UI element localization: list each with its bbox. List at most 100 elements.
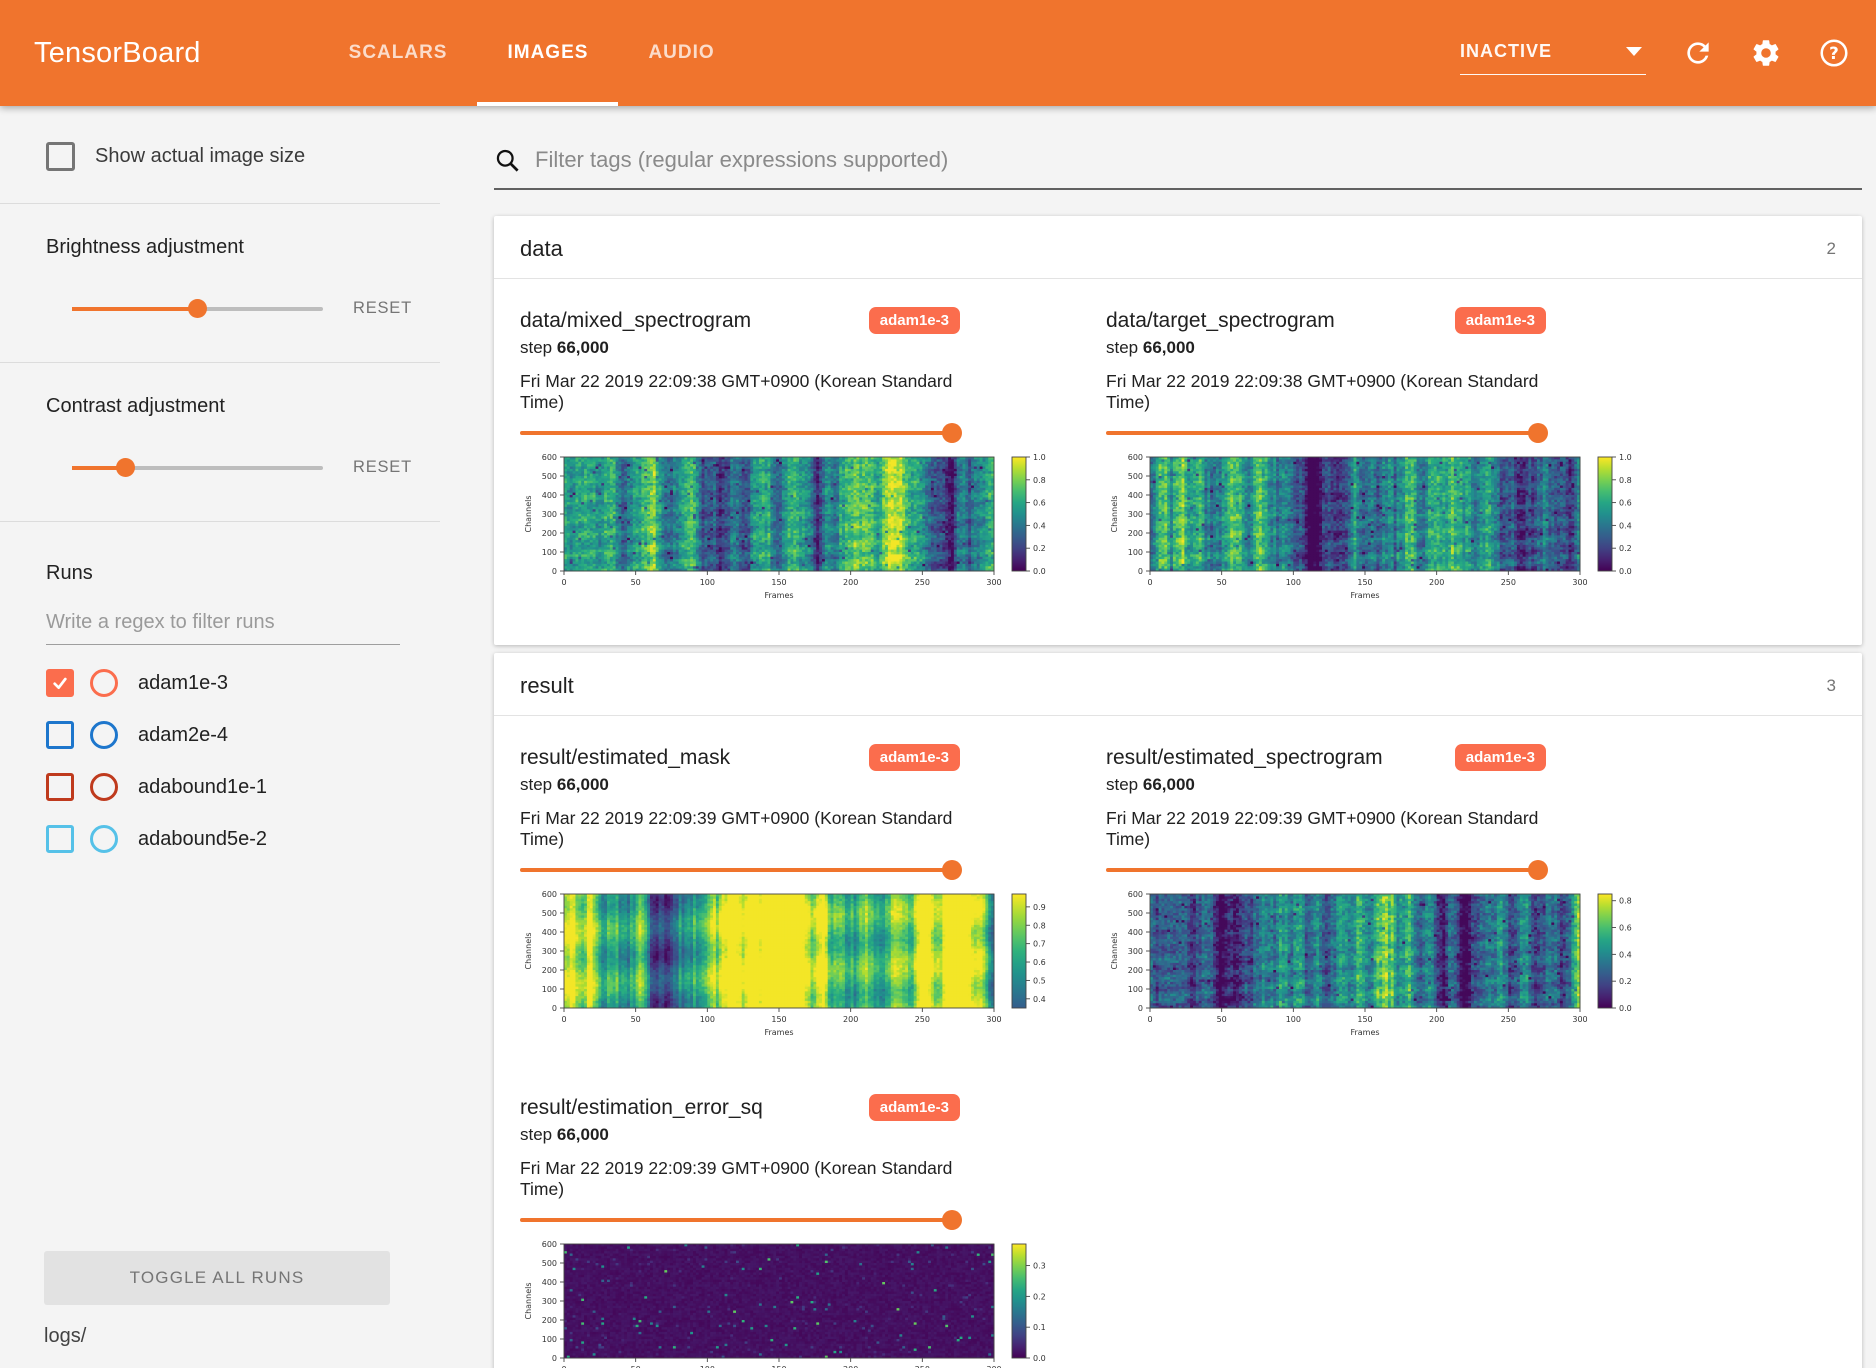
image-card-head: result/estimated_mask adam1e-3 step 66,000… [520, 744, 960, 850]
run-badge: adam1e-3 [1454, 307, 1546, 334]
runs-list: adam1e-3 adam2e-4 adabound1e-1 adabound5e-2 [46, 669, 400, 853]
image-timestamp: Fri Mar 22 2019 22:09:39 GMT+0900 (Korea… [1106, 808, 1539, 849]
step-slider-track [520, 1218, 960, 1222]
run-badge: adam1e-3 [1454, 744, 1546, 771]
step-label: step 66,000 [1106, 338, 1195, 357]
contrast-slider-thumb[interactable] [115, 457, 135, 477]
step-label: step 66,000 [520, 338, 609, 357]
image-card-title: result/estimated_spectrogram [1106, 746, 1383, 769]
run-row-adam1e-3[interactable]: adam1e-3 [46, 669, 400, 697]
image-card-title: data/target_spectrogram [1106, 309, 1335, 332]
brightness-reset-button[interactable]: RESET [352, 299, 412, 317]
image-timestamp: Fri Mar 22 2019 22:09:39 GMT+0900 (Korea… [520, 1158, 953, 1199]
image-card-head: data/mixed_spectrogram adam1e-3 step 66,00… [520, 307, 960, 413]
app-header: TensorBoard SCALARS IMAGES AUDIO INACTIVE … [0, 0, 1876, 106]
image-card-title: result/estimated_mask [520, 746, 731, 769]
run-row-adabound5e-2[interactable]: adabound5e-2 [46, 825, 400, 853]
settings-gear-icon[interactable] [1750, 37, 1782, 69]
status-dropdown[interactable]: INACTIVE [1460, 41, 1646, 75]
step-slider-thumb[interactable] [1528, 860, 1548, 880]
image-timestamp: Fri Mar 22 2019 22:09:39 GMT+0900 (Korea… [520, 808, 953, 849]
spectrogram-image [1106, 451, 1666, 601]
run-color-circle [90, 721, 118, 749]
image-timestamp: Fri Mar 22 2019 22:09:38 GMT+0900 (Korea… [1106, 371, 1539, 412]
run-badge: adam1e-3 [868, 307, 960, 334]
brightness-section: Brightness adjustment RESET [0, 204, 440, 363]
help-icon[interactable]: ? [1818, 37, 1850, 69]
step-slider-track [520, 868, 960, 872]
header-actions: INACTIVE ? [1460, 31, 1850, 75]
step-slider-thumb[interactable] [942, 423, 962, 443]
step-slider-track [1106, 431, 1546, 435]
run-color-circle [90, 825, 118, 853]
run-label: adabound1e-1 [138, 775, 268, 798]
image-card: data/mixed_spectrogram adam1e-3 step 66,00… [520, 307, 1080, 601]
tag-section-header: result 3 [494, 653, 1862, 716]
brightness-slider[interactable] [72, 298, 323, 318]
contrast-label: Contrast adjustment [46, 395, 225, 417]
image-card: result/estimated_spectrogram adam1e-3 step… [1106, 744, 1666, 1038]
tab-audio[interactable]: AUDIO [648, 42, 715, 63]
run-checkbox-adabound1e-1[interactable] [46, 773, 74, 801]
tag-section-count: 2 [1826, 239, 1836, 258]
image-card-title: data/mixed_spectrogram [520, 309, 752, 332]
contrast-reset-button[interactable]: RESET [352, 458, 412, 476]
toggle-all-runs-button[interactable]: TOGGLE ALL RUNS [44, 1251, 390, 1305]
contrast-section: Contrast adjustment RESET [0, 363, 440, 522]
run-row-adabound1e-1[interactable]: adabound1e-1 [46, 773, 400, 801]
brightness-slider-thumb[interactable] [188, 298, 208, 318]
tag-section-count: 3 [1826, 676, 1836, 695]
step-slider-thumb[interactable] [942, 860, 962, 880]
refresh-icon[interactable] [1682, 37, 1714, 69]
image-card: data/target_spectrogram adam1e-3 step 66,0… [1106, 307, 1666, 601]
show-actual-size-row[interactable]: Show actual image size [0, 106, 440, 204]
step-label: step 66,000 [520, 775, 609, 794]
run-row-adam2e-4[interactable]: adam2e-4 [46, 721, 400, 749]
run-badge: adam1e-3 [868, 744, 960, 771]
run-checkbox-adam2e-4[interactable] [46, 721, 74, 749]
tag-filter-input[interactable] [533, 146, 1862, 174]
run-checkbox-adam1e-3[interactable] [46, 669, 74, 697]
tag-section-card-result: result 3 result/estimated_mask adam1e-3 step… [494, 653, 1862, 1368]
top-nav: SCALARS IMAGES AUDIO [319, 0, 745, 106]
svg-text:?: ? [1829, 44, 1839, 63]
step-slider[interactable] [1106, 423, 1548, 443]
spectrogram-image [520, 451, 1080, 601]
tag-section-card-data: data 2 data/mixed_spectrogram adam1e-3 step … [494, 216, 1862, 645]
tag-section-entries: data/mixed_spectrogram adam1e-3 step 66,00… [494, 279, 1862, 645]
run-color-circle [90, 773, 118, 801]
step-slider-thumb[interactable] [1528, 423, 1548, 443]
search-icon [496, 149, 519, 172]
step-slider-track [520, 431, 960, 435]
step-slider-thumb[interactable] [942, 1210, 962, 1230]
tag-section-name: result [520, 673, 574, 698]
run-color-circle [90, 669, 118, 697]
show-actual-size-label: Show actual image size [95, 145, 306, 167]
image-card: result/estimated_mask adam1e-3 step 66,000… [520, 744, 1080, 1038]
step-slider[interactable] [520, 1210, 962, 1230]
runs-filter-input[interactable] [46, 611, 400, 645]
tab-images[interactable]: IMAGES [477, 0, 619, 106]
contrast-slider[interactable] [72, 457, 323, 477]
run-checkbox-adabound5e-2[interactable] [46, 825, 74, 853]
tab-scalars[interactable]: SCALARS [348, 42, 448, 63]
logs-path: logs/ [44, 1325, 87, 1347]
app-title: TensorBoard [34, 36, 201, 69]
step-slider[interactable] [520, 423, 962, 443]
step-slider[interactable] [1106, 860, 1548, 880]
tag-section-entries: result/estimated_mask adam1e-3 step 66,000… [494, 716, 1862, 1368]
run-label: adam2e-4 [138, 723, 229, 746]
brightness-label: Brightness adjustment [46, 236, 244, 258]
runs-section: Runs adam1e-3 adam2e-4 adabound1e-1 adaboun… [0, 522, 440, 863]
spectrogram-image [1106, 888, 1666, 1038]
spectrogram-image [520, 888, 1080, 1038]
image-card-title: result/estimation_error_sq [520, 1096, 763, 1119]
runs-heading: Runs [46, 562, 93, 584]
image-card: result/estimation_error_sq adam1e-3 step 6… [520, 1094, 1080, 1368]
tag-section-header: data 2 [494, 216, 1862, 279]
sidebar-footer: TOGGLE ALL RUNS logs/ [0, 1251, 440, 1368]
run-badge: adam1e-3 [868, 1094, 960, 1121]
step-slider[interactable] [520, 860, 962, 880]
show-actual-size-checkbox[interactable] [46, 142, 75, 171]
